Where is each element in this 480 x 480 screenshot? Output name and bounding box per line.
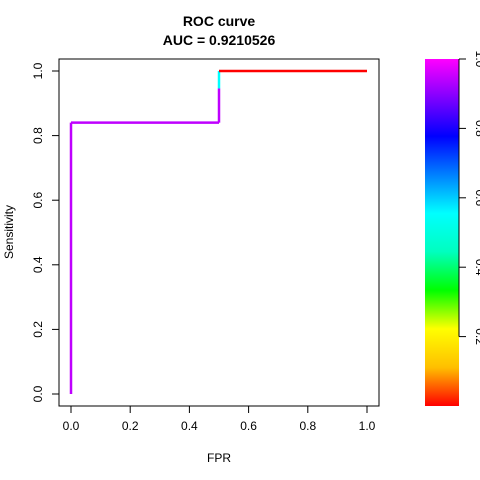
colorbar-tick-label: 0.6 [473,189,480,206]
y-tick-label: 0.6 [31,192,45,209]
x-axis: 0.0 0.2 0.4 0.6 0.8 1.0 [63,405,376,433]
roc-curve [69,69,367,394]
y-tick-label: 1.0 [31,62,45,79]
x-axis-label: FPR [207,451,231,465]
x-tick-label: 0.6 [240,419,257,433]
colorbar-tick-label: 0.8 [473,120,480,137]
y-tick-label: 0.8 [31,127,45,144]
x-tick-label: 1.0 [359,419,376,433]
x-tick-label: 0.4 [181,419,198,433]
y-tick-label: 0.0 [31,385,45,402]
colorbar-tick-label: 0.4 [473,259,480,276]
x-tick-label: 0.2 [122,419,139,433]
colorbar-tick-label: 1.0 [473,51,480,68]
y-tick-label: 0.2 [31,321,45,338]
chart-subtitle: AUC = 0.9210526 [163,32,276,48]
x-tick-label: 0.0 [63,419,80,433]
y-tick-label: 0.4 [31,256,45,273]
colorbar-axis: 0.2 0.4 0.6 0.8 1.0 [458,51,480,345]
x-tick-label: 0.8 [299,419,316,433]
y-axis: 0.0 0.2 0.4 0.6 0.8 1.0 [31,62,60,402]
chart-title: ROC curve [183,13,256,29]
colorbar-tick-label: 0.2 [473,328,480,345]
colorbar [425,59,459,406]
y-axis-label: Sensitivity [2,205,16,259]
